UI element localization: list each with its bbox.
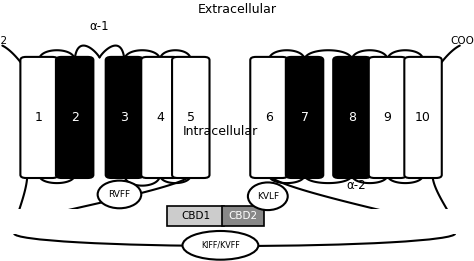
Text: 8: 8 <box>348 111 356 124</box>
FancyBboxPatch shape <box>250 57 288 178</box>
Text: 7: 7 <box>301 111 309 124</box>
FancyBboxPatch shape <box>286 57 323 178</box>
Ellipse shape <box>98 181 141 208</box>
FancyBboxPatch shape <box>20 57 58 178</box>
Text: COOH: COOH <box>450 36 474 46</box>
Text: CBD2: CBD2 <box>228 211 257 221</box>
Text: NH2: NH2 <box>0 36 7 46</box>
Text: Extracellular: Extracellular <box>198 3 276 16</box>
FancyBboxPatch shape <box>172 57 210 178</box>
Ellipse shape <box>182 231 258 260</box>
FancyBboxPatch shape <box>5 209 465 234</box>
Text: 1: 1 <box>35 111 43 124</box>
FancyBboxPatch shape <box>106 57 143 178</box>
Ellipse shape <box>248 182 288 210</box>
FancyBboxPatch shape <box>222 206 264 226</box>
Text: 3: 3 <box>120 111 128 124</box>
Text: KVLF: KVLF <box>257 192 279 201</box>
Text: 4: 4 <box>156 111 164 124</box>
Text: 9: 9 <box>383 111 392 124</box>
Text: α-2: α-2 <box>346 179 365 192</box>
FancyBboxPatch shape <box>141 57 179 178</box>
Text: 2: 2 <box>71 111 79 124</box>
FancyBboxPatch shape <box>369 57 406 178</box>
FancyBboxPatch shape <box>404 57 442 178</box>
Text: Intracellular: Intracellular <box>183 125 258 138</box>
Text: 5: 5 <box>187 111 195 124</box>
Text: RVFF: RVFF <box>109 190 130 199</box>
FancyBboxPatch shape <box>56 57 93 178</box>
FancyBboxPatch shape <box>333 57 371 178</box>
Text: 6: 6 <box>265 111 273 124</box>
Text: 10: 10 <box>415 111 431 124</box>
Text: CBD1: CBD1 <box>181 211 210 221</box>
Text: α-1: α-1 <box>90 20 109 33</box>
FancyBboxPatch shape <box>167 206 224 226</box>
Text: KIFF/KVFF: KIFF/KVFF <box>201 241 240 250</box>
